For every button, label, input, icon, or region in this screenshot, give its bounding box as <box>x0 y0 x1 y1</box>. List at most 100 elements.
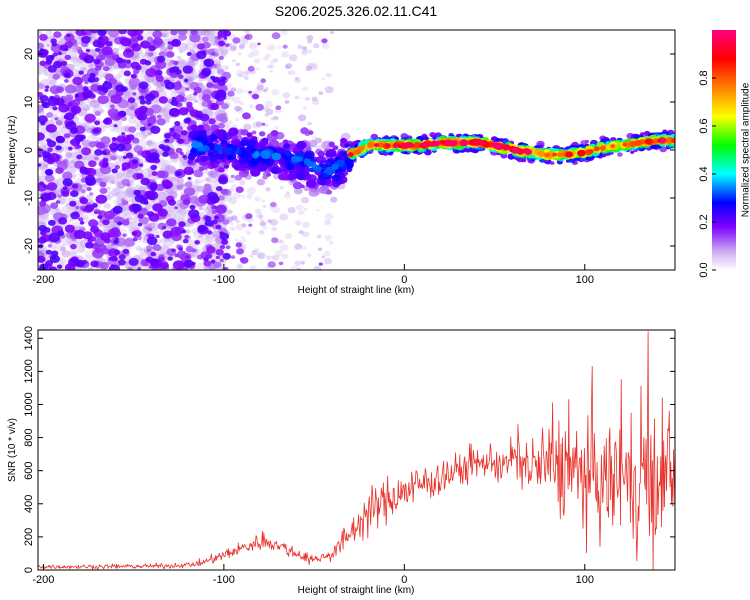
spectrogram-cell <box>271 206 281 214</box>
spectrogram-cell <box>229 45 237 52</box>
spectrogram-cell <box>239 101 244 106</box>
spectrogram-cell <box>170 30 178 36</box>
spectrogram-cell <box>164 138 170 143</box>
spectrogram-cell <box>145 150 151 155</box>
spectrogram-cell <box>182 199 191 206</box>
spectrogram-cell <box>122 213 128 217</box>
spectrogram-cell <box>302 231 310 238</box>
spectrogram-cell <box>102 219 110 226</box>
spectrogram-cell <box>152 244 162 252</box>
spectrogram-cell <box>168 199 176 206</box>
spectrogram-cell <box>243 238 248 242</box>
spectrogram-cell <box>39 60 47 67</box>
spectrogram-cell <box>236 248 244 255</box>
spectrogram-cell <box>311 96 318 102</box>
spectrogram-cell <box>256 84 265 91</box>
spectrogram-cell <box>206 33 217 42</box>
spectrogram-cell <box>213 205 218 209</box>
spectrogram-cell <box>121 200 129 206</box>
spectrogram-cell <box>75 30 86 36</box>
spectrogram-cell <box>156 170 166 178</box>
spectrogram-cell <box>272 58 279 63</box>
spectrogram-cell <box>85 241 94 249</box>
spectrogram-cell <box>180 130 188 136</box>
spectrogram-cell <box>267 65 272 69</box>
spectrogram-cell <box>48 266 58 270</box>
spectrogram-cell <box>210 75 216 80</box>
spectrogram-cell <box>117 221 123 226</box>
spectrogram-cell <box>115 57 124 64</box>
spectrogram-cell <box>138 81 149 90</box>
spectrogram-cell <box>324 213 334 220</box>
spectrogram-cell <box>38 225 47 232</box>
spectrogram-cell <box>156 192 169 202</box>
spectrogram-cell <box>73 229 86 240</box>
spectrogram-cell <box>191 248 197 253</box>
spectrogram-cell <box>274 125 279 130</box>
spectrogram-cell <box>82 184 87 188</box>
spectrogram-cell <box>215 186 223 192</box>
spectrogram-cell <box>196 135 204 142</box>
spectrogram-cell <box>89 192 94 196</box>
spectrogram-cell <box>197 43 205 50</box>
spectrogram-cell <box>137 239 142 243</box>
spectrogram-cell <box>92 40 102 48</box>
spectrogram-cell <box>75 259 86 268</box>
spectrogram-cell <box>219 244 226 250</box>
spectrogram-cell <box>139 163 144 167</box>
spectrogram-cell <box>177 55 182 60</box>
spectrogram-cell <box>115 191 127 200</box>
spectrogram-cell <box>58 103 70 113</box>
spectrogram-cell <box>38 83 46 90</box>
spectrogram-cell <box>90 225 100 234</box>
spectrogram-cell <box>321 38 328 44</box>
spectrogram-cell <box>149 182 158 190</box>
spectrogram-cell <box>241 39 249 45</box>
spectrogram-cell <box>138 95 145 101</box>
spectrogram-cell <box>112 205 123 214</box>
spectrogram-cell <box>55 167 64 175</box>
spectrogram-cell <box>166 218 177 227</box>
spectrogram-cell <box>240 129 249 136</box>
spectrogram-cell <box>71 183 79 189</box>
spectrogram-cell <box>152 30 163 39</box>
spectrogram-cell <box>147 227 153 232</box>
spectrogram-cell <box>285 63 293 69</box>
spectrogram-cell <box>324 219 331 225</box>
spectrogram-cell <box>182 154 188 159</box>
spectrogram-cell <box>98 55 106 61</box>
spectrogram-cell <box>198 206 204 211</box>
spectrogram-cell <box>103 66 110 72</box>
spectrogram-cell <box>62 186 68 190</box>
spectrogram-cell <box>294 95 300 100</box>
spectrogram-cell <box>110 155 117 161</box>
spectrogram-cell <box>88 160 97 168</box>
spectrogram-cell <box>230 255 236 259</box>
spectrogram-cell <box>38 42 45 49</box>
spectrogram-cell <box>266 172 272 177</box>
spectrogram-cell <box>328 141 335 147</box>
spectrogram-cell <box>156 85 165 93</box>
spectrogram-cell <box>176 177 184 184</box>
spectrogram-cell <box>89 99 101 108</box>
spectrogram-cell <box>65 152 73 158</box>
spectrogram-cell <box>82 231 93 240</box>
spectrogram-cell <box>45 123 58 133</box>
spectrogram-cell <box>111 47 120 54</box>
spectrogram-cell <box>211 209 217 214</box>
spectrogram-cell <box>232 96 241 104</box>
spectrogram-cell <box>215 255 221 260</box>
spectrogram-cell <box>174 253 179 258</box>
spectrogram-cell <box>218 40 226 47</box>
spectrogram-cell <box>162 242 167 247</box>
spectrogram-cell <box>306 35 314 41</box>
spectrogram-cell <box>99 109 105 113</box>
spectrogram-cell <box>65 203 70 207</box>
spectrogram-cell <box>256 252 266 260</box>
spectrogram-cell <box>432 136 437 140</box>
spectrogram-cell <box>250 49 260 57</box>
spectrogram-cell <box>143 262 148 266</box>
spectrogram-cell <box>307 121 312 126</box>
spectrogram-cell <box>301 49 308 55</box>
spectrogram-cell <box>79 197 89 205</box>
